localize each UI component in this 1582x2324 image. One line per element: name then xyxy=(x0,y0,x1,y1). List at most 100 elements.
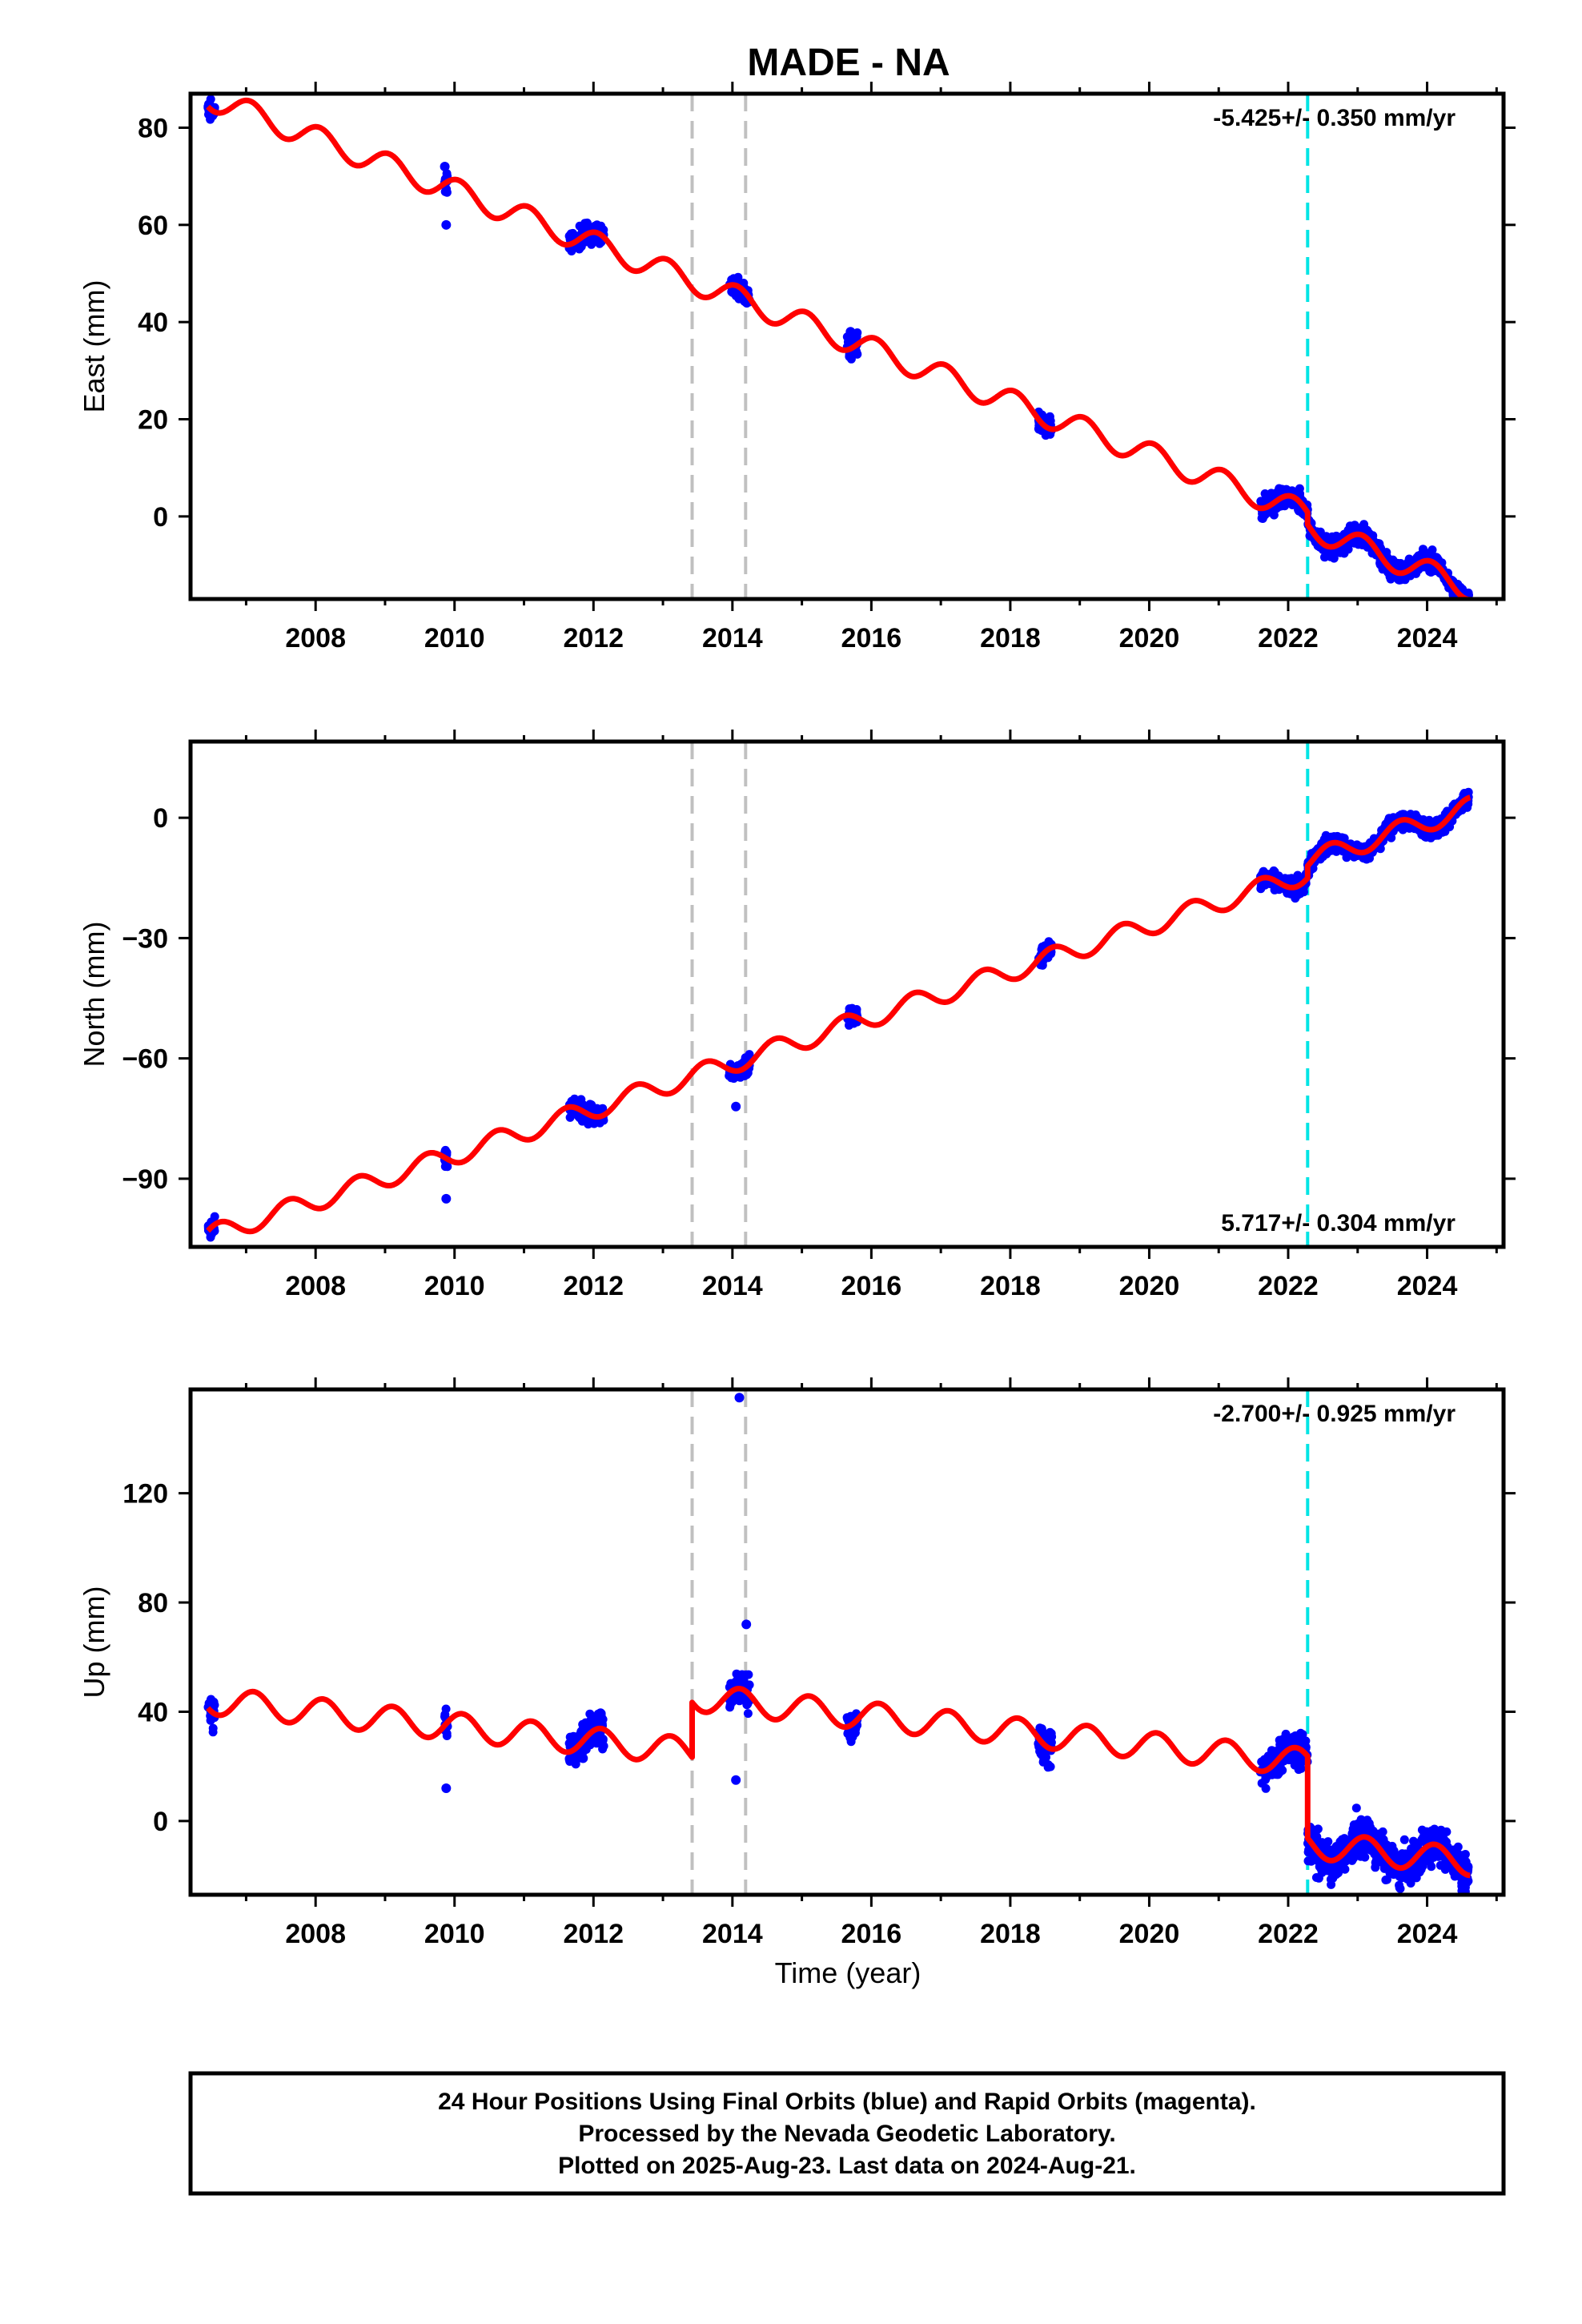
data-point xyxy=(1037,1724,1046,1734)
y-tick-label: 0 xyxy=(153,502,168,533)
velocity-rate-label: -5.425+/- 0.350 mm/yr xyxy=(1213,105,1456,131)
data-point xyxy=(441,1783,452,1793)
data-point xyxy=(1330,549,1339,558)
data-point xyxy=(1296,1763,1306,1773)
x-tick-label: 2014 xyxy=(702,1271,763,1301)
x-tick-label: 2014 xyxy=(702,623,763,653)
data-point xyxy=(1395,1880,1404,1890)
data-point xyxy=(1356,1815,1366,1824)
data-point xyxy=(1378,1827,1387,1836)
data-point xyxy=(1257,513,1267,523)
data-point xyxy=(1345,1853,1355,1863)
data-point xyxy=(850,1728,860,1738)
data-point xyxy=(1464,601,1473,609)
data-point xyxy=(1382,1875,1391,1884)
data-point xyxy=(1428,1851,1438,1860)
data-point xyxy=(729,274,738,283)
data-point xyxy=(1313,1824,1323,1834)
y-tick-label: 80 xyxy=(138,1588,168,1618)
y-tick-label: 80 xyxy=(138,113,168,143)
data-point xyxy=(847,1003,857,1013)
data-point xyxy=(1316,1864,1326,1874)
data-point xyxy=(846,1737,856,1747)
y-tick-label: 40 xyxy=(138,1697,168,1727)
data-point xyxy=(1360,1844,1370,1853)
data-point xyxy=(1265,1755,1274,1764)
data-point xyxy=(1043,1763,1053,1772)
data-point xyxy=(743,1709,753,1719)
x-tick-label: 2018 xyxy=(980,1919,1041,1949)
north-panel: 2008 2010 2012 2014 2016 2018 2020 2022 2024 0 −30… xyxy=(78,730,1516,1301)
plot-frame xyxy=(188,91,1506,601)
data-point xyxy=(1291,1731,1300,1740)
data-point xyxy=(1035,1747,1045,1756)
y-tick-label: 0 xyxy=(153,803,168,834)
plot-area xyxy=(203,1389,1473,1895)
data-point xyxy=(1399,1835,1409,1844)
y-tick-label: −60 xyxy=(122,1044,168,1075)
data-point xyxy=(1417,1825,1427,1835)
data-point xyxy=(1331,1870,1341,1880)
data-point xyxy=(599,1741,608,1751)
data-point xyxy=(727,287,737,296)
x-tick-label: 2018 xyxy=(980,623,1041,653)
data-point xyxy=(1334,845,1343,854)
data-point xyxy=(441,1193,452,1204)
x-tick-label: 2024 xyxy=(1397,1271,1458,1301)
data-point xyxy=(1321,830,1331,840)
data-point xyxy=(582,218,592,227)
data-point xyxy=(1276,501,1286,511)
x-tick-label: 2008 xyxy=(285,1271,346,1301)
data-point xyxy=(741,1619,752,1630)
data-point xyxy=(1331,531,1341,541)
data-point xyxy=(1438,1830,1447,1839)
data-point xyxy=(731,1101,741,1112)
data-point xyxy=(745,1680,754,1690)
up-panel: 2008 2010 2012 2014 2016 2018 2020 2022 2024 120 8… xyxy=(78,1377,1516,1949)
data-point xyxy=(1406,810,1415,819)
data-point xyxy=(1403,1874,1412,1884)
x-tick-label: 2020 xyxy=(1119,1271,1180,1301)
x-tick-label: 2022 xyxy=(1258,1271,1319,1301)
data-point xyxy=(206,94,215,104)
data-point xyxy=(1335,1837,1345,1847)
data-point xyxy=(440,162,450,172)
y-tick-label: 60 xyxy=(138,211,168,241)
data-point xyxy=(208,1727,218,1737)
data-point xyxy=(729,1678,739,1687)
x-tick-label: 2016 xyxy=(841,1919,902,1949)
y-tick-label: −90 xyxy=(122,1164,168,1195)
data-point xyxy=(1303,1848,1313,1857)
y-tick-label: −30 xyxy=(122,923,168,954)
x-tick-label: 2016 xyxy=(841,1271,902,1301)
plot-area xyxy=(203,94,1473,609)
data-point xyxy=(734,294,744,304)
x-tick-label: 2012 xyxy=(563,1919,624,1949)
data-point xyxy=(1287,874,1296,883)
y-tick-label: 40 xyxy=(138,308,168,338)
x-tick-label: 2012 xyxy=(563,623,624,653)
data-point xyxy=(1046,1727,1054,1737)
data-point xyxy=(1046,429,1055,439)
data-point xyxy=(565,1112,575,1122)
x-tick-label: 2014 xyxy=(702,1919,763,1949)
data-point xyxy=(734,1393,745,1403)
data-point xyxy=(1415,1868,1424,1877)
data-point xyxy=(1322,849,1331,858)
x-tick-label: 2018 xyxy=(980,1271,1041,1301)
data-point xyxy=(441,1704,451,1714)
data-point xyxy=(1435,1860,1445,1870)
x-tick-label: 2020 xyxy=(1119,623,1180,653)
data-point xyxy=(1259,866,1268,876)
data-point xyxy=(1432,830,1442,839)
x-tick-label: 2010 xyxy=(424,1919,485,1949)
data-point xyxy=(1257,1779,1267,1788)
data-point xyxy=(1314,1873,1323,1883)
x-tick-label: 2020 xyxy=(1119,1919,1180,1949)
data-point xyxy=(1039,1756,1048,1766)
data-point xyxy=(1327,1880,1336,1889)
x-tick-label: 2010 xyxy=(424,1271,485,1301)
y-tick-label: 0 xyxy=(153,1807,168,1837)
figure-title: MADE - NA xyxy=(747,42,950,84)
